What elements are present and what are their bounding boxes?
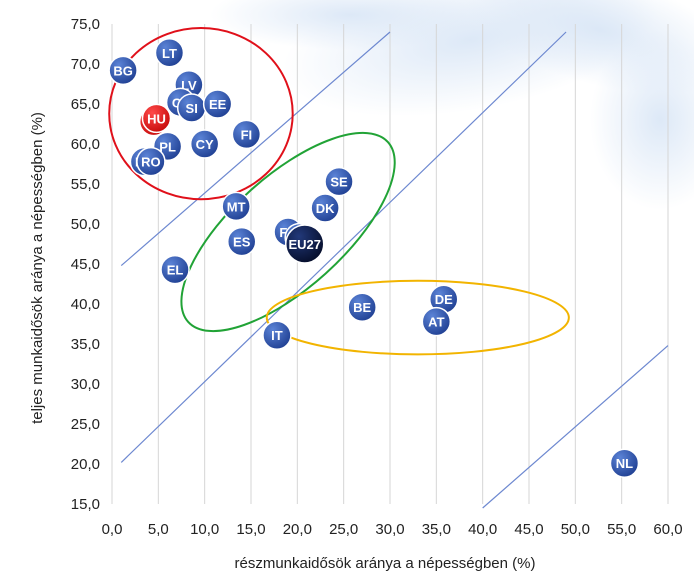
background-petal-2 [210,0,490,50]
x-tick-label: 0,0 [102,521,123,538]
point-marker [141,103,172,134]
point-marker [154,38,185,68]
grid-lines [111,24,669,504]
ellipse-green [180,131,396,333]
point-label: PL [159,139,176,154]
point-marker [421,306,452,337]
point-dk: DK [310,193,340,223]
x-tick-labels: 0,0 5,0 10,0 15,0 20,0 25,0 30,0 35,0 40,0 45,0 50… [102,521,683,538]
point-label: SI [186,101,198,116]
diagonal-lines [120,31,669,509]
point-mt: MT [221,191,251,222]
point-it: IT [262,320,292,350]
y-tick-label: 75,0 [71,16,100,33]
point-marker [262,320,292,350]
point-label: HU [147,111,166,126]
y-tick-label: 65,0 [71,96,100,113]
point-ee: EE [202,89,233,119]
point-marker [108,55,138,86]
point-label: EL [167,263,184,278]
x-tick-label: 55,0 [607,521,636,538]
y-tick-label: 35,0 [71,336,100,353]
point-eu27: EU27 [284,224,325,264]
point-bg: BG [108,55,138,86]
y-tick-label: 25,0 [71,416,100,433]
point-marker [202,89,233,119]
point-nl: NL [609,448,640,478]
point-label: LT [162,46,177,61]
point-at: AT [421,306,452,337]
data-points: BGLTLVCZSIEESKHUPLCYFIHRROSEMTDKFRLUESEU… [108,38,640,478]
x-tick-label: 30,0 [375,521,404,538]
y-tick-labels: 15,0 20,0 25,0 30,0 35,0 40,0 45,0 50,0 55,0 60,0… [71,16,100,513]
point-marker [189,129,220,159]
diagonal-line-1 [120,31,567,463]
point-marker [310,193,340,223]
point-marker [324,166,354,197]
point-es: ES [226,226,257,257]
ellipse-orange [265,279,570,356]
diagonal-line-2 [482,345,669,509]
point-ro: RO [136,146,166,177]
x-axis-title: részmunkaidősök aránya a népességben (%) [234,555,535,572]
group-ellipses [108,27,570,356]
point-label: EU27 [288,237,321,252]
point-label: DE [435,292,453,307]
point-label: CY [196,137,214,152]
point-label: BE [353,300,371,315]
point-marker [221,191,251,222]
point-se: SE [324,166,354,197]
point-marker [160,254,190,285]
x-tick-label: 5,0 [148,521,169,538]
point-marker [284,224,325,264]
point-label: FI [241,127,253,142]
point-el: EL [160,254,190,285]
y-tick-label: 45,0 [71,256,100,273]
point-label: IT [271,328,283,343]
point-label: RO [141,155,161,170]
point-marker [609,448,640,478]
point-marker [226,226,257,257]
y-tick-label: 60,0 [71,136,100,153]
y-tick-label: 40,0 [71,296,100,313]
x-tick-label: 10,0 [190,521,219,538]
point-label: ES [233,235,251,250]
x-tick-label: 40,0 [468,521,497,538]
point-label: EE [209,97,227,112]
point-label: BG [113,63,133,78]
point-be: BE [347,292,377,322]
y-tick-label: 55,0 [71,176,100,193]
point-marker [347,292,377,322]
point-label: SE [330,175,348,190]
point-si: SI [176,93,207,123]
point-label: DK [316,201,335,216]
y-tick-label: 15,0 [71,496,100,513]
y-tick-label: 20,0 [71,456,100,473]
y-tick-label: 30,0 [71,376,100,393]
point-lt: LT [154,38,185,68]
x-tick-label: 60,0 [653,521,682,538]
y-axis-title: teljes munkaidősök aránya a népességben … [29,112,46,424]
point-cy: CY [189,129,220,159]
x-tick-label: 35,0 [422,521,451,538]
x-tick-label: 25,0 [329,521,358,538]
diagonal-line-0 [120,31,391,267]
x-tick-label: 15,0 [236,521,265,538]
point-fi: FI [231,119,262,150]
point-label: NL [616,456,633,471]
point-de: DE [428,284,459,314]
point-label: MT [227,199,246,214]
x-tick-label: 50,0 [561,521,590,538]
y-tick-label: 70,0 [71,56,100,73]
x-tick-label: 45,0 [514,521,543,538]
point-label: AT [428,315,444,330]
point-marker [231,119,262,150]
y-tick-label: 50,0 [71,216,100,233]
x-tick-label: 20,0 [283,521,312,538]
point-marker [136,146,166,177]
point-hu: HU [141,103,172,134]
ellipse-red [108,27,294,201]
